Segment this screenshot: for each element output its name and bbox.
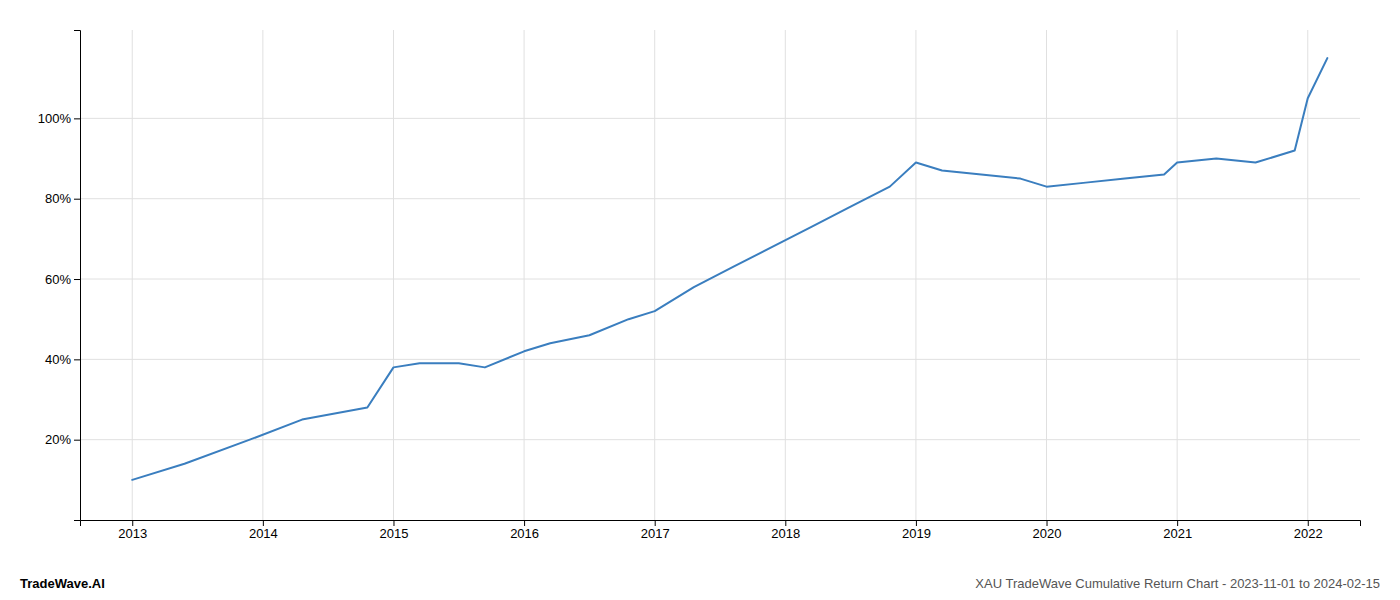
tick-label: 2018 bbox=[771, 526, 800, 541]
y-tick: 80% bbox=[45, 191, 80, 206]
plot: 2013 2014 2015 2016 2017 2018 2019 2020 2021 2022… bbox=[38, 30, 1361, 541]
tick-mark bbox=[916, 520, 917, 526]
y-tick: 60% bbox=[45, 272, 80, 287]
axis-line bbox=[81, 521, 1361, 527]
grid-line bbox=[132, 30, 133, 520]
tick-label: 80% bbox=[45, 191, 71, 206]
grid-line bbox=[393, 30, 394, 520]
tick-label: 2016 bbox=[510, 526, 539, 541]
x-tick: 2016 bbox=[510, 520, 539, 541]
grid-line bbox=[80, 439, 1360, 440]
grid-line bbox=[80, 118, 1360, 119]
tick-mark bbox=[393, 520, 394, 526]
tick-label: 2013 bbox=[118, 526, 147, 541]
axis-line bbox=[74, 31, 81, 521]
tick-label: 2017 bbox=[641, 526, 670, 541]
tick-label: 2015 bbox=[380, 526, 409, 541]
tick-mark bbox=[1308, 520, 1309, 526]
x-axis: 2013 2014 2015 2016 2017 2018 2019 2020 2021 2022 bbox=[81, 520, 1361, 541]
tick-label: 100% bbox=[38, 111, 72, 126]
footer: XAU TradeWave Cumulative Return Chart - … bbox=[975, 576, 1380, 591]
grid-line bbox=[80, 359, 1360, 360]
grid-line bbox=[785, 30, 786, 520]
y-tick: 100% bbox=[38, 111, 80, 126]
tick-mark bbox=[74, 279, 80, 280]
x-tick: 2017 bbox=[641, 520, 670, 541]
x-tick: 2018 bbox=[771, 520, 800, 541]
chart: 2013 2014 2015 2016 2017 2018 2019 2020 2021 2022… bbox=[0, 0, 1400, 600]
tick-mark bbox=[74, 199, 80, 200]
x-tick: 2020 bbox=[1033, 520, 1062, 541]
tick-label: 2014 bbox=[249, 526, 278, 541]
tick-mark bbox=[74, 359, 80, 360]
x-tick: 2022 bbox=[1294, 520, 1323, 541]
tick-label: 2021 bbox=[1163, 526, 1192, 541]
x-tick: 2019 bbox=[902, 520, 931, 541]
grid-line bbox=[524, 30, 525, 520]
tick-mark bbox=[74, 118, 80, 119]
tick-label: 2022 bbox=[1294, 526, 1323, 541]
tick-mark bbox=[655, 520, 656, 526]
grid-line bbox=[654, 30, 655, 520]
line bbox=[132, 58, 1327, 480]
footer: TradeWave.AI bbox=[20, 576, 105, 591]
tick-label: 60% bbox=[45, 272, 71, 287]
grid-line bbox=[80, 198, 1360, 199]
grid-line bbox=[1046, 30, 1047, 520]
tick-label: 2020 bbox=[1033, 526, 1062, 541]
tick-mark bbox=[1177, 520, 1178, 526]
tick-mark bbox=[524, 520, 525, 526]
tick-mark bbox=[785, 520, 786, 526]
tick-mark bbox=[263, 520, 264, 526]
grid-line bbox=[262, 30, 263, 520]
y-tick: 20% bbox=[45, 432, 80, 447]
tick-mark bbox=[74, 440, 80, 441]
x-tick: 2014 bbox=[249, 520, 278, 541]
grid bbox=[80, 30, 1360, 520]
grid-line bbox=[80, 279, 1360, 280]
x-tick: 2013 bbox=[118, 520, 147, 541]
tick-mark bbox=[132, 520, 133, 526]
tick-label: 20% bbox=[45, 432, 71, 447]
y-tick: 40% bbox=[45, 352, 80, 367]
y-axis: 20% 40% 60% 80% 100% bbox=[38, 31, 81, 521]
tick-mark bbox=[1047, 520, 1048, 526]
grid-line bbox=[1177, 30, 1178, 520]
x-tick: 2021 bbox=[1163, 520, 1192, 541]
grid-line bbox=[915, 30, 916, 520]
tick-label: 2019 bbox=[902, 526, 931, 541]
tick-label: 40% bbox=[45, 352, 71, 367]
marks bbox=[132, 58, 1327, 480]
x-tick: 2015 bbox=[380, 520, 409, 541]
